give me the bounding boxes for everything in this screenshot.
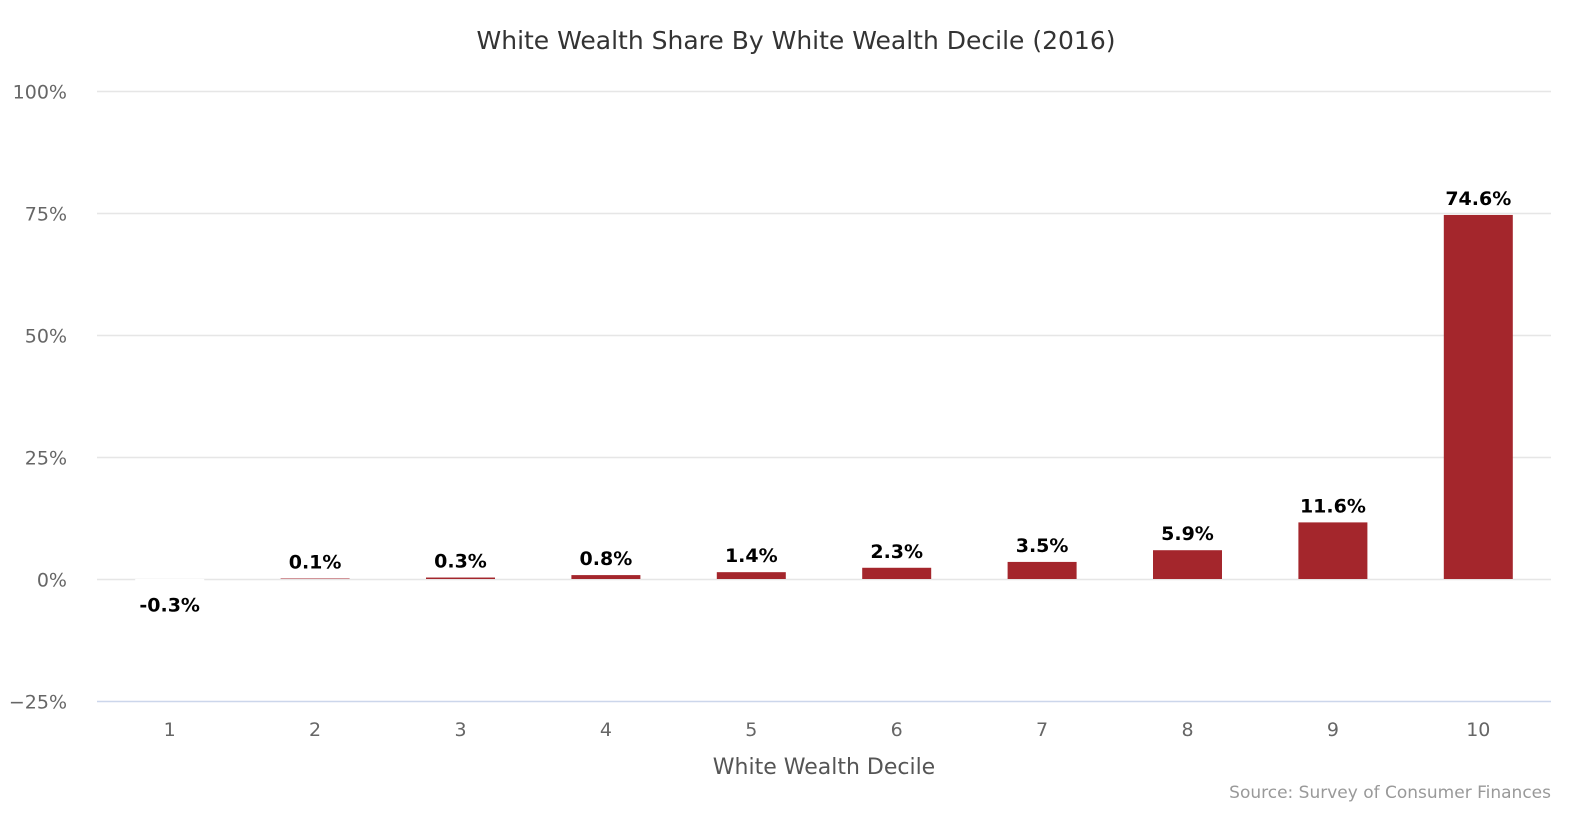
data-label: 0.1% xyxy=(289,552,342,574)
data-label: 11.6% xyxy=(1300,495,1366,517)
x-tick-label: 2 xyxy=(309,719,321,741)
data-label: 3.5% xyxy=(1016,535,1069,557)
x-axis-ticks: 1 2 3 4 5 6 7 8 9 10 xyxy=(164,719,1491,741)
y-tick-label: 100% xyxy=(13,82,67,104)
bars xyxy=(135,214,1513,581)
bar xyxy=(1007,561,1077,579)
chart-title: White Wealth Share By White Wealth Decil… xyxy=(477,26,1116,55)
x-tick-label: 9 xyxy=(1327,719,1339,741)
y-tick-label: 0% xyxy=(37,570,67,592)
x-tick-label: 6 xyxy=(891,719,903,741)
y-tick-label: 50% xyxy=(25,326,67,348)
y-tick-label: 25% xyxy=(25,448,67,470)
bar xyxy=(1298,522,1368,579)
data-label: 0.8% xyxy=(580,548,633,570)
y-axis-ticks: 100% 75% 50% 25% 0% −25% xyxy=(9,82,67,714)
gridlines xyxy=(97,90,1551,703)
data-label: 1.4% xyxy=(725,545,778,567)
bar xyxy=(716,572,786,579)
x-tick-label: 7 xyxy=(1036,719,1048,741)
bar xyxy=(280,578,350,580)
data-label: 5.9% xyxy=(1161,523,1214,545)
data-labels: -0.3% 0.1% 0.3% 0.8% 1.4% 2.3% 3.5% 5.9% 11.6% 74… xyxy=(139,188,1511,617)
source-note: Source: Survey of Consumer Finances xyxy=(1229,783,1551,803)
y-tick-label: −25% xyxy=(9,692,67,714)
bar xyxy=(426,577,495,579)
bar xyxy=(135,579,205,581)
data-label: 0.3% xyxy=(434,551,487,573)
data-label: 2.3% xyxy=(870,541,923,563)
x-tick-label: 1 xyxy=(164,719,176,741)
x-tick-label: 3 xyxy=(454,719,466,741)
x-tick-label: 8 xyxy=(1181,719,1193,741)
x-axis-title: White Wealth Decile xyxy=(713,755,935,780)
bar xyxy=(571,575,641,579)
bar xyxy=(1153,550,1222,579)
data-label: -0.3% xyxy=(139,594,200,616)
x-tick-label: 10 xyxy=(1466,719,1490,741)
bar xyxy=(862,567,932,579)
bar xyxy=(1443,214,1513,579)
x-tick-label: 5 xyxy=(745,719,757,741)
data-label: 74.6% xyxy=(1445,188,1511,210)
y-tick-label: 75% xyxy=(25,204,67,226)
x-tick-label: 4 xyxy=(600,719,612,741)
